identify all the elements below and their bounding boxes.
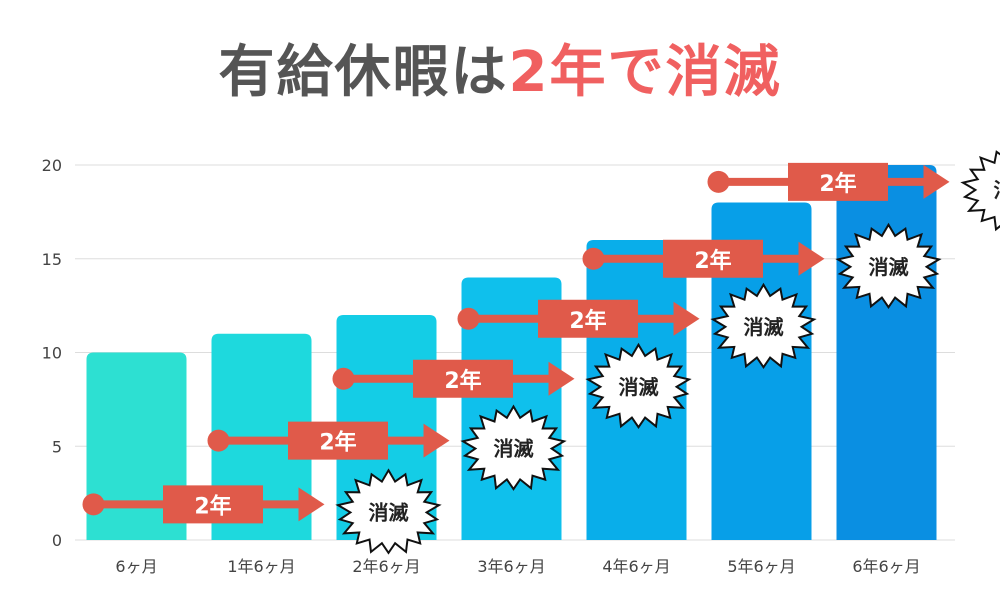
x-tick-label: 6年6ヶ月 bbox=[852, 557, 920, 576]
expire-label: 消滅 bbox=[494, 437, 534, 461]
y-tick-label: 15 bbox=[42, 250, 62, 269]
arrow-label: 2年 bbox=[319, 430, 356, 456]
bar bbox=[86, 352, 187, 540]
expire-label: 消滅 bbox=[994, 178, 1000, 202]
expire-label: 消滅 bbox=[369, 500, 409, 524]
y-tick-label: 0 bbox=[52, 531, 62, 550]
x-tick-label: 1年6ヶ月 bbox=[227, 557, 295, 576]
x-tick-label: 6ヶ月 bbox=[115, 557, 157, 576]
expire-label: 消滅 bbox=[619, 375, 659, 399]
arrow-head bbox=[923, 164, 950, 199]
x-tick-label: 5年6ヶ月 bbox=[727, 557, 795, 576]
expire-burst bbox=[960, 150, 1000, 232]
x-axis: 6ヶ月 1年6ヶ月 2年6ヶ月 3年6ヶ月 4年6ヶ月 5年6ヶ月 6年6ヶ月 bbox=[115, 557, 920, 576]
arrow-label: 2年 bbox=[444, 368, 481, 394]
x-tick-label: 3年6ヶ月 bbox=[477, 557, 545, 576]
arrow-head bbox=[548, 361, 575, 396]
y-tick-label: 20 bbox=[42, 156, 62, 175]
title-accent: 2年で消滅 bbox=[508, 40, 782, 105]
bar bbox=[836, 165, 937, 540]
y-tick-label: 5 bbox=[52, 437, 62, 456]
page-title: 有給休暇は2年で消滅 bbox=[0, 38, 1000, 108]
arrow-head bbox=[423, 423, 450, 458]
expire-burst bbox=[835, 222, 942, 309]
arrow-label: 2年 bbox=[194, 493, 231, 519]
arrow-head bbox=[798, 241, 825, 276]
expire-burst bbox=[585, 342, 692, 429]
arrow-label: 2年 bbox=[819, 171, 856, 197]
annotation-layer: 2年消滅2年消滅2年消滅2年消滅2年消滅2年消滅 bbox=[82, 150, 1000, 555]
arrow-label: 2年 bbox=[569, 308, 606, 334]
expire-burst bbox=[460, 404, 567, 491]
x-tick-label: 2年6ヶ月 bbox=[352, 557, 420, 576]
arrow-label-box bbox=[163, 485, 263, 524]
arrow-label: 2年 bbox=[694, 248, 731, 274]
y-axis: 0 5 10 15 20 bbox=[42, 156, 62, 550]
arrow-label-box bbox=[663, 239, 763, 278]
x-tick-label: 4年6ヶ月 bbox=[602, 557, 670, 576]
arrow-label-box bbox=[413, 359, 513, 398]
y-tick-label: 10 bbox=[42, 344, 62, 363]
expire-label: 消滅 bbox=[744, 315, 784, 339]
arrow-head bbox=[298, 487, 325, 522]
arrow-head bbox=[673, 301, 700, 336]
expire-label: 消滅 bbox=[869, 255, 909, 279]
title-main: 有給休暇は bbox=[218, 40, 509, 105]
arrow-label-box bbox=[288, 421, 388, 460]
bar bbox=[711, 202, 812, 540]
arrow-label-box bbox=[538, 299, 638, 338]
arrow-label-box bbox=[788, 162, 888, 201]
expire-burst bbox=[335, 468, 442, 555]
expire-burst bbox=[710, 282, 817, 369]
